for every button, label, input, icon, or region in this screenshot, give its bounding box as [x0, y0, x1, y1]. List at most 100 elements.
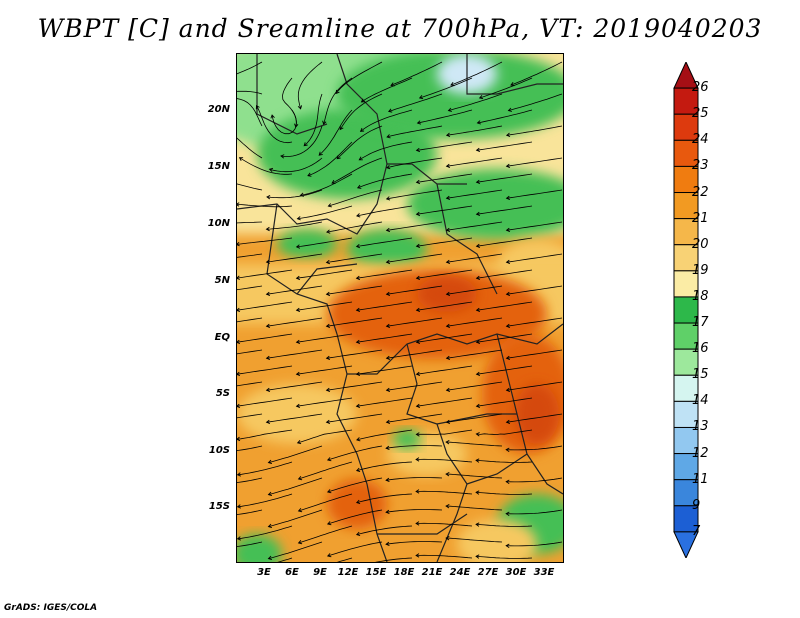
border-line — [466, 453, 528, 485]
streamline-arrow — [355, 243, 361, 249]
streamline — [386, 381, 443, 391]
streamline-arrow — [237, 371, 241, 377]
streamline-arrow — [268, 167, 274, 173]
streamline-arrow — [265, 226, 270, 232]
streamline — [446, 381, 503, 391]
streamline — [331, 157, 383, 184]
streamline-arrow — [386, 164, 391, 170]
streamline — [326, 317, 383, 327]
streamline-arrow — [327, 203, 332, 208]
streamline — [446, 125, 503, 136]
streamline — [296, 237, 353, 248]
colorbar-box — [673, 192, 699, 220]
streamline-arrow — [505, 259, 511, 265]
streamline-arrow — [325, 387, 331, 393]
streamline — [476, 205, 533, 215]
streamline-arrow — [475, 179, 481, 185]
colorbar-box — [673, 531, 699, 558]
border-line — [336, 54, 388, 165]
streamline-arrow — [237, 436, 241, 442]
streamline-arrow — [296, 440, 302, 445]
streamline-arrow — [415, 339, 421, 345]
streamline — [296, 301, 353, 311]
streamline — [356, 525, 413, 535]
streamline — [266, 349, 323, 359]
streamline — [388, 93, 443, 112]
streamline — [361, 77, 413, 103]
colorbar-level: 21 — [692, 210, 709, 226]
streamline-arrow — [265, 355, 271, 361]
streamline — [359, 141, 413, 161]
streamline-arrow — [356, 184, 362, 189]
streamline — [506, 413, 563, 423]
streamline — [386, 317, 443, 327]
colorbar-level: 25 — [692, 106, 709, 122]
streamline — [386, 413, 443, 423]
streamline-arrow — [297, 476, 303, 481]
streamline-arrow — [415, 211, 421, 217]
streamline-arrow — [445, 132, 451, 138]
streamline — [326, 413, 383, 423]
lon-label: 6E — [285, 567, 299, 578]
streamline-arrow — [265, 323, 271, 329]
streamline — [446, 285, 503, 295]
streamline-arrow — [237, 536, 241, 541]
streamline — [237, 269, 293, 279]
streamline — [448, 93, 503, 111]
streamline-arrow — [415, 521, 420, 526]
map-canvas — [237, 54, 563, 562]
lat-label: 15N — [207, 161, 230, 172]
streamline-arrow — [265, 259, 270, 264]
streamline-arrow — [475, 490, 480, 495]
field-region — [393, 429, 421, 449]
temperature-field — [237, 54, 563, 562]
streamline-arrow — [267, 555, 273, 561]
streamline — [237, 445, 263, 451]
streamline-arrow — [385, 387, 391, 393]
streamline — [446, 441, 503, 447]
streamline-arrow — [237, 339, 241, 345]
streamline-arrow — [385, 509, 390, 515]
streamline — [336, 125, 383, 159]
streamline-arrow — [507, 107, 513, 112]
streamline-arrow — [385, 227, 391, 233]
streamline — [506, 253, 563, 263]
streamline-arrow — [478, 95, 484, 100]
streamline — [237, 525, 293, 540]
streamline — [237, 183, 263, 191]
streamline — [298, 461, 353, 480]
streamline — [336, 557, 353, 562]
streamline-arrow — [475, 371, 481, 377]
streamline-arrow — [505, 132, 511, 138]
streamline — [386, 253, 443, 263]
streamline-arrow — [325, 291, 331, 297]
streamline — [339, 93, 383, 130]
streamline-arrow — [418, 95, 424, 100]
colorbar-level: 20 — [692, 236, 709, 252]
streamline — [326, 285, 383, 295]
streamline-arrow — [359, 127, 365, 132]
streamline — [296, 365, 353, 375]
streamline-arrow — [475, 211, 481, 217]
streamline — [506, 189, 563, 199]
streamline-arrow — [445, 355, 451, 361]
streamline-arrow — [355, 499, 361, 505]
streamline — [297, 429, 353, 444]
colorbar-level: 22 — [692, 184, 709, 200]
streamline — [268, 541, 323, 559]
streamline — [296, 333, 353, 343]
colorbar-box — [673, 139, 699, 167]
streamline — [266, 381, 323, 391]
streamline-arrow — [475, 243, 481, 249]
streamline — [476, 141, 533, 151]
streamline — [237, 509, 263, 515]
streamline — [477, 109, 533, 124]
map-panel — [236, 53, 564, 563]
streamline — [327, 509, 383, 525]
streamline-arrow — [475, 339, 481, 345]
colorbar-level: 26 — [692, 80, 709, 96]
streamline — [237, 237, 293, 245]
streamline — [303, 93, 323, 146]
field-region — [327, 269, 547, 359]
streamline — [237, 285, 263, 291]
